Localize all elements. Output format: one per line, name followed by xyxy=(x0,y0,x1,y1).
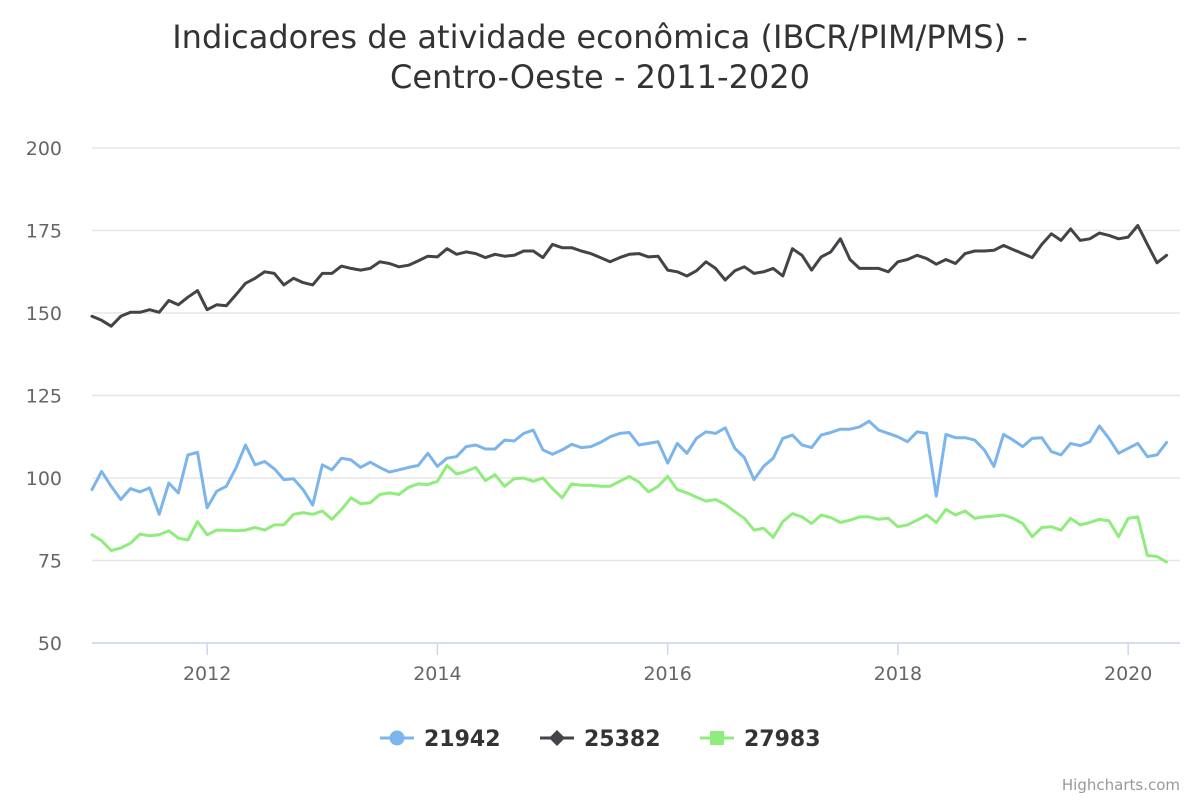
legend: 21942 25382 27983 xyxy=(380,727,821,752)
x-tick-label: 2016 xyxy=(643,663,691,685)
y-tick-label: 75 xyxy=(38,551,62,573)
x-tick-label: 2018 xyxy=(874,663,922,685)
y-tick-label: 200 xyxy=(26,138,62,160)
x-tick-label: 2020 xyxy=(1104,663,1152,685)
circle-marker-icon xyxy=(389,730,405,746)
grid-lines xyxy=(92,147,1180,644)
legend-item-21942[interactable]: 21942 xyxy=(380,727,501,752)
x-tick-label: 2012 xyxy=(183,663,231,685)
x-tick-label: 2014 xyxy=(413,663,461,685)
y-tick-label: 50 xyxy=(38,633,62,655)
series-line-21942[interactable] xyxy=(90,419,1169,516)
chart-title-line-2: Centro-Oeste - 2011-2020 xyxy=(390,58,810,96)
diamond-marker-icon xyxy=(549,730,565,746)
y-axis-labels: 50 75 100 125 150 175 200 xyxy=(26,138,62,655)
y-tick-label: 100 xyxy=(26,468,62,490)
chart-title-line-1: Indicadores de atividade econômica (IBCR… xyxy=(172,18,1028,56)
square-marker-icon xyxy=(710,731,724,745)
y-tick-label: 150 xyxy=(26,303,62,325)
legend-item-25382[interactable]: 25382 xyxy=(540,727,661,752)
legend-label: 25382 xyxy=(584,727,661,752)
legend-item-27983[interactable]: 27983 xyxy=(700,727,821,752)
credits-link[interactable]: Highcharts.com xyxy=(1062,776,1180,794)
x-axis: 2012 2014 2016 2018 2020 xyxy=(92,642,1180,685)
series-line-25382[interactable] xyxy=(90,224,1169,328)
legend-label: 21942 xyxy=(424,727,501,752)
series-line-27983[interactable] xyxy=(90,464,1169,564)
legend-label: 27983 xyxy=(744,727,821,752)
y-tick-label: 125 xyxy=(26,386,62,408)
y-tick-label: 175 xyxy=(26,221,62,243)
series-lines xyxy=(90,224,1169,564)
